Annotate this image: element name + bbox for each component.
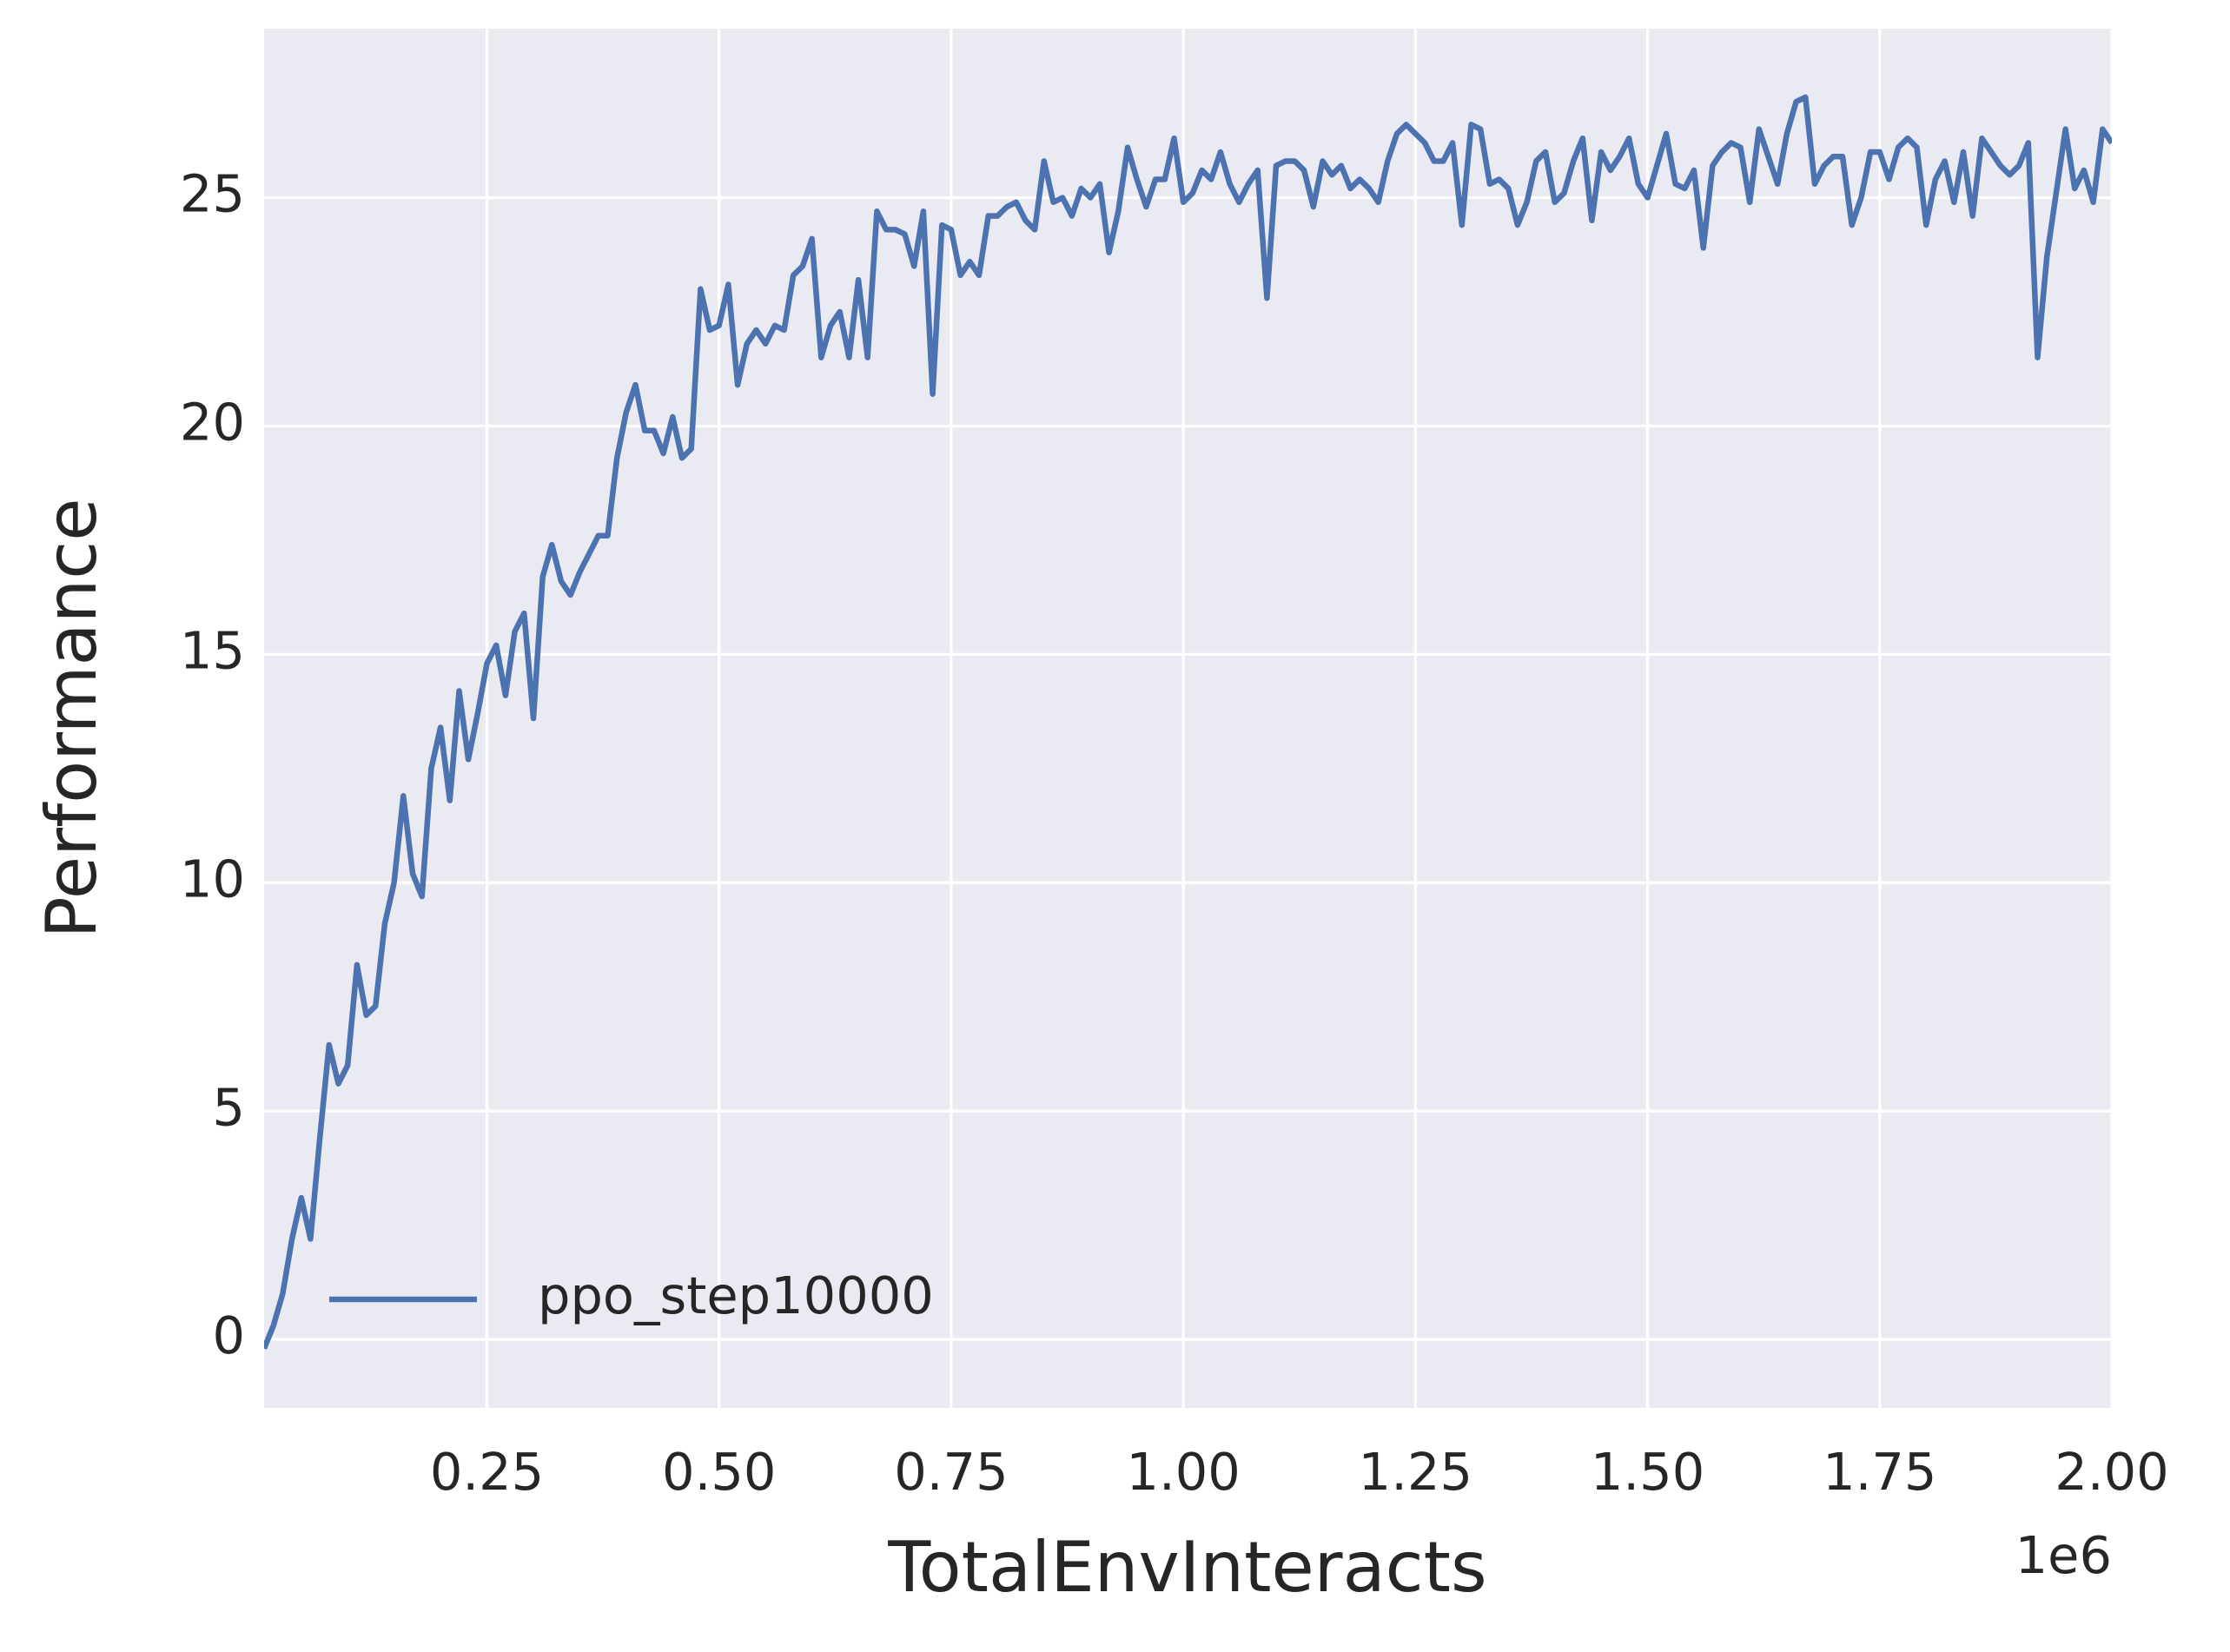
y-tick-label: 20 bbox=[180, 393, 245, 453]
x-tick-label: 1.50 bbox=[1591, 1442, 1704, 1502]
x-axis-label: TotalEnvInteracts bbox=[887, 1527, 1486, 1608]
x-tick-label: 2.00 bbox=[2055, 1442, 2168, 1502]
data-line bbox=[264, 94, 2112, 1350]
x-tick-label: 1.75 bbox=[1823, 1442, 1936, 1502]
y-tick-label: 5 bbox=[212, 1077, 245, 1137]
x-tick-label: 0.25 bbox=[430, 1442, 544, 1502]
y-tick-label: 0 bbox=[212, 1305, 245, 1365]
legend-label: ppo_step10000 bbox=[538, 1265, 934, 1325]
x-tick-label: 0.50 bbox=[662, 1442, 776, 1502]
x-tick-label: 1.25 bbox=[1359, 1442, 1472, 1502]
x-offset-label: 1e6 bbox=[2015, 1525, 2112, 1585]
y-axis-label: Performance bbox=[31, 499, 112, 939]
plot-area bbox=[264, 29, 2112, 1408]
y-tick-label: 15 bbox=[180, 620, 245, 680]
y-tick-label: 10 bbox=[180, 849, 245, 909]
x-tick-label: 0.75 bbox=[894, 1442, 1008, 1502]
x-tick-label: 1.00 bbox=[1126, 1442, 1240, 1502]
y-tick-label: 25 bbox=[180, 164, 245, 224]
